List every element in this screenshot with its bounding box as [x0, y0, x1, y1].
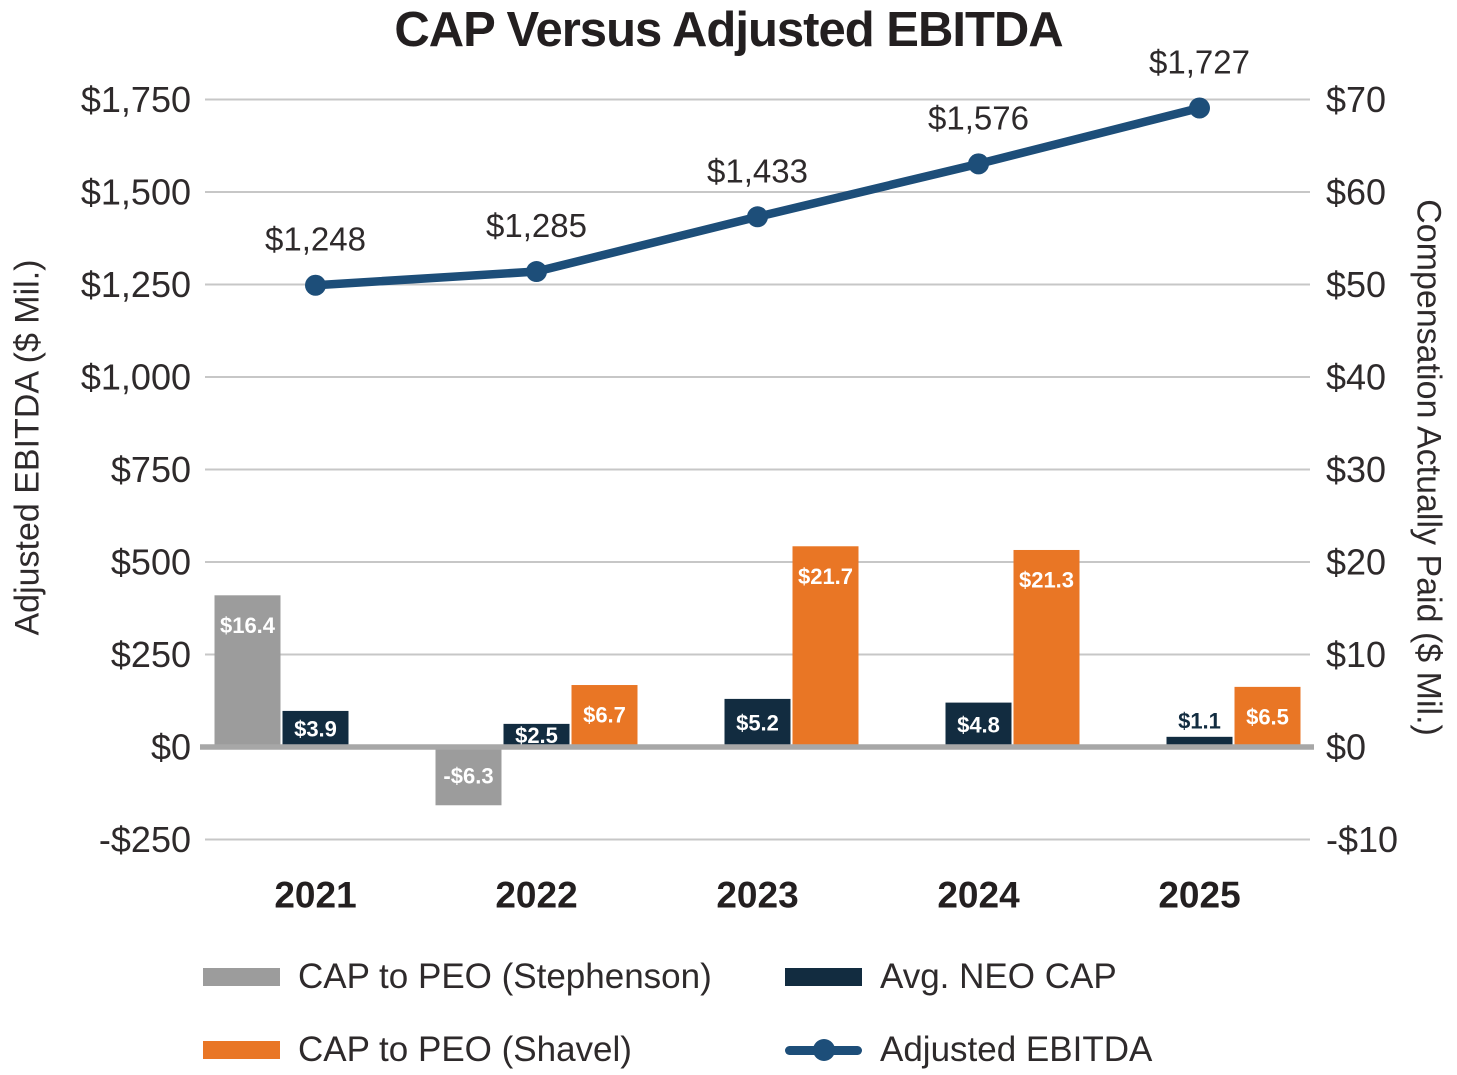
bar-2024-2	[1013, 549, 1080, 747]
bar-2023-1	[724, 698, 791, 747]
left-axis-title: Adjusted EBITDA ($ Mil.)	[8, 259, 47, 636]
bar-2024-1	[945, 702, 1012, 747]
left-axis-tick: $1,750	[81, 79, 191, 120]
left-axis-tick: $1,500	[81, 172, 191, 213]
bar-2022-2	[571, 685, 638, 747]
ebitda-point-2024	[968, 153, 989, 175]
legend-item-cap-peo-stephenson: CAP to PEO (Stephenson)	[203, 957, 712, 996]
bar-2021-0	[214, 595, 281, 747]
x-axis-label-2022: 2022	[495, 875, 577, 916]
line-value-label: $1,576	[928, 99, 1029, 136]
right-axis-tick: $60	[1326, 172, 1386, 213]
bar-label: -$6.3	[443, 764, 493, 789]
ebitda-point-2023	[747, 206, 768, 228]
x-axis-label-2023: 2023	[716, 875, 798, 916]
x-axis-label-2021: 2021	[274, 875, 356, 916]
line-value-label: $1,285	[486, 207, 587, 244]
bar-2022-0	[435, 747, 502, 806]
legend-label: Avg. NEO CAP	[880, 957, 1117, 996]
bar-label: $6.7	[583, 703, 626, 728]
bar-label: $21.3	[1019, 567, 1074, 592]
right-axis-tick: $20	[1326, 542, 1386, 583]
right-axis-tick: -$10	[1326, 819, 1398, 860]
stephenson-swatch-icon	[203, 968, 280, 986]
line-value-label: $1,248	[265, 221, 366, 258]
left-axis-tick: $1,000	[81, 357, 191, 398]
legend-label: CAP to PEO (Shavel)	[298, 1030, 632, 1069]
x-axis-label-2025: 2025	[1158, 875, 1240, 916]
left-axis-tick: $500	[111, 542, 191, 583]
ebitda-line	[311, 103, 1204, 290]
bar-2025-1	[1166, 736, 1233, 747]
ebitda-point-2025	[1189, 97, 1210, 119]
line-value-label: $1,727	[1149, 44, 1250, 81]
bar-2025-2	[1234, 686, 1301, 747]
line-value-label: $1,433	[707, 152, 808, 189]
left-axis-tick: $750	[111, 449, 191, 490]
left-axis-tick: $250	[111, 634, 191, 675]
chart-legend: CAP to PEO (Stephenson) Avg. NEO CAP CAP…	[0, 940, 1457, 1070]
ebitda-point-2022	[526, 261, 547, 283]
bar-label: $16.4	[220, 613, 276, 638]
legend-label: CAP to PEO (Stephenson)	[298, 957, 712, 996]
bar-2023-2	[792, 546, 859, 747]
legend-item-avg-neo-cap: Avg. NEO CAP	[785, 957, 1117, 996]
bar-label: $5.2	[736, 710, 779, 735]
legend-item-adjusted-ebitda: Adjusted EBITDA	[785, 1030, 1153, 1069]
chart-title: CAP Versus Adjusted EBITDA	[394, 3, 1063, 57]
right-axis-tick: $0	[1326, 727, 1366, 768]
avg-neo-cap-swatch-icon	[785, 968, 862, 986]
bar-label: $6.5	[1246, 704, 1289, 729]
left-axis-tick: -$250	[99, 819, 191, 860]
shavel-swatch-icon	[203, 1041, 280, 1059]
left-axis-tick: $0	[151, 727, 191, 768]
right-axis-tick: $10	[1326, 634, 1386, 675]
right-axis-tick: $50	[1326, 264, 1386, 305]
bar-label: $2.5	[515, 723, 558, 748]
right-axis-title: Compensation Actually Paid ($ Mil.)	[1409, 199, 1448, 736]
bar-label: $21.7	[798, 564, 853, 589]
ebitda-point-2021	[305, 274, 326, 296]
bar-label: $1.1	[1178, 708, 1221, 733]
bar-label: $4.8	[957, 712, 1000, 737]
right-axis-tick: $30	[1326, 449, 1386, 490]
legend-label: Adjusted EBITDA	[880, 1030, 1153, 1069]
bar-label: $3.9	[294, 716, 337, 741]
right-axis-tick: $40	[1326, 357, 1386, 398]
left-axis-tick: $1,250	[81, 264, 191, 305]
bar-2021-1	[282, 710, 349, 747]
right-axis-tick: $70	[1326, 79, 1386, 120]
legend-item-cap-peo-shavel: CAP to PEO (Shavel)	[203, 1030, 632, 1069]
x-axis-label-2024: 2024	[937, 875, 1020, 916]
line-marker-icon	[785, 1038, 862, 1062]
bar-2022-1	[503, 723, 570, 747]
